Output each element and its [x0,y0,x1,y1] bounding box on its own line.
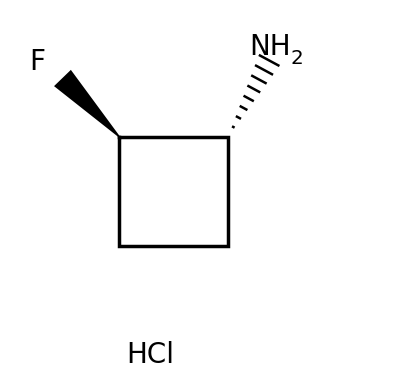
Polygon shape [54,70,119,137]
Text: HCl: HCl [126,341,174,369]
Text: 2: 2 [291,49,303,68]
Text: F: F [29,48,45,76]
Text: NH: NH [250,33,291,61]
